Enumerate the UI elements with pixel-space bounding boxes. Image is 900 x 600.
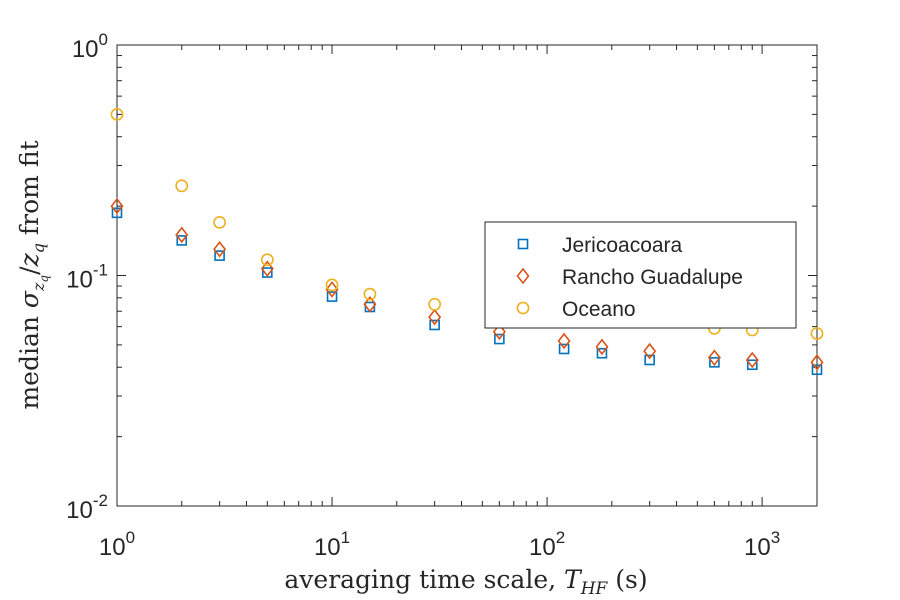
data-point	[214, 250, 225, 261]
data-point	[494, 333, 505, 345]
data-point	[326, 291, 338, 302]
data-point	[558, 343, 570, 355]
data-point	[260, 253, 274, 267]
x-tick-label: 102	[529, 528, 565, 561]
legend-marker	[517, 238, 529, 250]
legend-marker	[516, 267, 530, 285]
y-axis-label: median σzq/zq from fit	[15, 140, 51, 409]
data-point	[325, 278, 339, 292]
data-point	[643, 342, 657, 360]
data-point	[596, 347, 608, 359]
data-point	[175, 226, 189, 244]
data-point	[213, 240, 227, 258]
data-point	[110, 107, 124, 121]
data-point	[557, 332, 571, 350]
axis-ticks	[116, 44, 817, 507]
y-tick-label: 10-1	[66, 261, 108, 294]
y-tick-label: 10-2	[66, 491, 108, 524]
series-jericoacoara	[111, 207, 823, 376]
data-point	[644, 354, 655, 366]
data-point	[262, 267, 273, 278]
legend-label: Jericoacoara	[562, 234, 683, 257]
data-point	[260, 260, 274, 278]
data-point	[213, 215, 226, 229]
legend-item: Rancho Guadalupe	[516, 266, 743, 289]
legend-box	[484, 221, 797, 329]
data-point	[176, 235, 188, 246]
data-point	[363, 287, 377, 301]
legend-item: Jericoacoara	[517, 234, 683, 257]
x-axis-label: averaging time scale, THF (s)	[284, 565, 647, 599]
legend-label: Rancho Guadalupe	[562, 266, 743, 289]
data-point	[429, 319, 440, 331]
x-tick-label: 100	[99, 528, 135, 561]
data-point	[811, 364, 823, 376]
legend-marker	[516, 301, 530, 315]
data-point	[746, 359, 758, 371]
data-point	[363, 296, 377, 313]
x-tick-label: 103	[744, 528, 780, 561]
x-tick-label: 101	[314, 528, 350, 561]
data-point	[111, 207, 123, 219]
legend-item: Oceano	[516, 298, 636, 321]
data-point	[492, 323, 506, 341]
data-point	[110, 197, 124, 215]
legend-label: Oceano	[562, 298, 636, 321]
y-tick-label: 100	[72, 30, 108, 63]
data-point	[707, 349, 721, 366]
data-point	[745, 351, 759, 369]
data-point	[428, 297, 442, 311]
data-point	[325, 281, 339, 298]
data-point	[595, 338, 609, 356]
legend: Jericoacoara Rancho Guadalupe Oceano	[484, 221, 797, 329]
data-point	[175, 179, 189, 193]
tick-labels: 100 101 102 103 10-2 10-1 100	[66, 30, 780, 561]
series-rancho-guadalupe	[110, 197, 824, 371]
data-point	[810, 354, 824, 371]
data-point	[709, 357, 720, 368]
data-point	[428, 308, 442, 326]
data-point	[810, 327, 824, 340]
